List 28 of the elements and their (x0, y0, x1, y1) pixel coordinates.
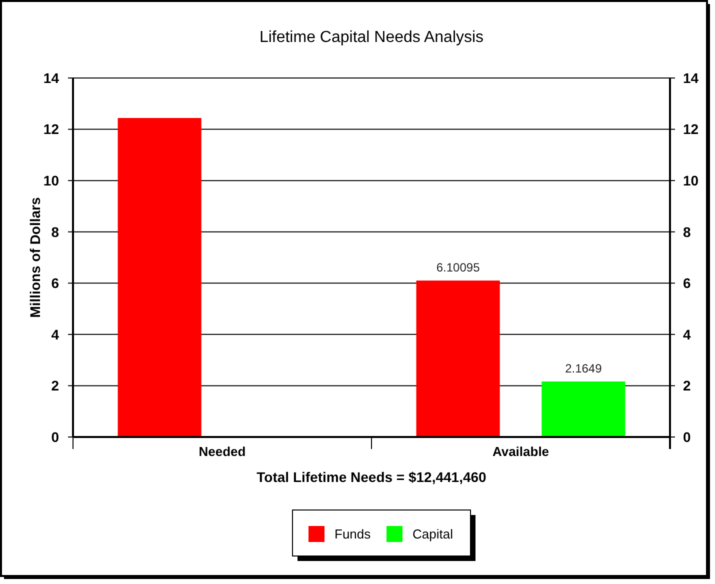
legend-label: Funds (334, 526, 372, 542)
y2-tick-label: 6 (683, 275, 691, 292)
y2-tick-label: 10 (683, 172, 699, 188)
data-label: 2.1649 (565, 361, 602, 376)
y-tick-label: 10 (43, 172, 60, 188)
y-tick-label: 6 (51, 275, 60, 292)
y-tick-label: 8 (51, 224, 60, 240)
y2-tick-label: 4 (683, 326, 691, 342)
legend-label: Capital (412, 526, 454, 542)
data-label: 6.10095 (436, 260, 480, 275)
y-tick-label: 0 (51, 428, 60, 445)
y2-tick-label: 0 (683, 428, 691, 445)
y-tick-label: 14 (43, 70, 60, 86)
bar (118, 118, 202, 437)
y-axis-title: Millions of Dollars (27, 197, 43, 318)
bar (542, 381, 626, 437)
chart-title: Lifetime Capital Needs Analysis (259, 29, 484, 46)
y-tick-label: 2 (51, 378, 60, 394)
x-tick-label: Needed (198, 444, 246, 459)
x-axis-title: Total Lifetime Needs = $12,441,460 (256, 469, 487, 485)
bar (416, 280, 500, 437)
y2-tick-label: 2 (683, 378, 691, 394)
y2-tick-label: 12 (683, 121, 699, 138)
y2-tick-label: 14 (683, 70, 699, 86)
y-tick-label: 4 (51, 326, 60, 342)
x-tick-label: Available (492, 444, 550, 459)
y2-tick-label: 8 (683, 224, 691, 240)
y-tick-label: 12 (43, 121, 60, 138)
